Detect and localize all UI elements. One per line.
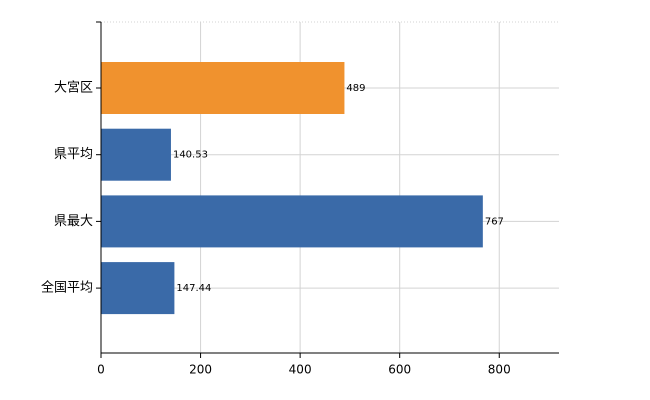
data-label: 147.44 (176, 283, 211, 294)
data-label: 767 (485, 216, 504, 227)
x-tick-label: 600 (388, 363, 411, 377)
y-tick-label: 全国平均 (41, 280, 93, 296)
x-tick-label: 400 (289, 363, 312, 377)
bar (101, 128, 171, 181)
x-tick-label: 800 (488, 363, 511, 377)
y-tick-label: 県最大 (54, 214, 93, 229)
data-label: 489 (346, 83, 365, 94)
bar (101, 195, 483, 248)
x-tick-label: 0 (97, 363, 105, 377)
bar (101, 262, 175, 315)
bar (101, 62, 345, 114)
y-tick-label: 県平均 (54, 147, 93, 162)
data-label: 140.53 (173, 150, 208, 161)
y-tick-label: 大宮区 (54, 80, 93, 96)
x-tick-label: 200 (189, 363, 212, 377)
